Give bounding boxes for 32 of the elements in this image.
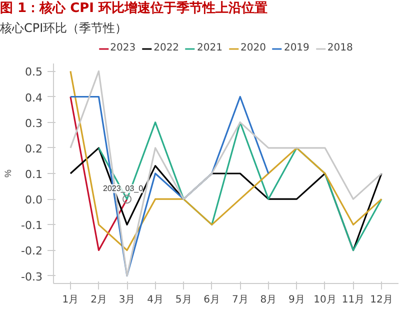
chart-subtitle: 核心CPI环比（季节性） [0,20,128,37]
x-tick-label: 7月 [232,294,248,306]
y-tick-label: 0.0 [25,194,43,207]
y-tick-label: 0.5 [25,66,43,79]
y-tick-label: -0.1 [21,219,43,232]
y-tick-label: 0.2 [25,142,43,156]
legend-label: 2018 [327,42,353,54]
y-axis-title: % [3,169,14,178]
x-tick-label: 1月 [62,294,79,306]
x-tick-label: 8月 [260,294,277,306]
x-tick-label: 4月 [147,294,164,306]
x-tick-label: 10月 [314,294,336,306]
legend-label: 2021 [197,42,222,54]
x-tick-label: 6月 [204,294,220,306]
legend-label: 2020 [240,42,266,54]
y-tick-label: -0.3 [21,270,43,284]
y-tick-label: 0.1 [25,168,43,181]
x-tick-label: 5月 [175,294,192,306]
x-tick-label: 12月 [370,294,393,306]
annotation: 2023_03_0 [103,184,144,194]
x-tick-label: 2月 [90,294,107,306]
legend-label: 2023 [110,42,136,54]
legend-label: 2019 [284,42,310,54]
y-tick-label: 0.3 [25,116,43,130]
x-tick-label: 11月 [342,294,365,306]
chart-title: 图 1：核心 CPI 环比增速位于季节性上沿位置 [0,0,268,18]
x-tick-label: 9月 [288,294,305,306]
y-tick-label: 0.4 [25,91,43,104]
x-tick-label: 3月 [118,294,136,306]
line-series [70,96,270,277]
legend-label: 2022 [154,42,180,54]
y-tick-label: -0.2 [21,244,43,258]
